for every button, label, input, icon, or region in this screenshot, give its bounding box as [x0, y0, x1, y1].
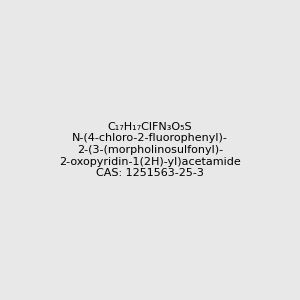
Text: C₁₇H₁₇ClFN₃O₅S
N-(4-chloro-2-fluorophenyl)-
2-(3-(morpholinosulfonyl)-
2-oxopyri: C₁₇H₁₇ClFN₃O₅S N-(4-chloro-2-fluoropheny… — [59, 122, 241, 178]
